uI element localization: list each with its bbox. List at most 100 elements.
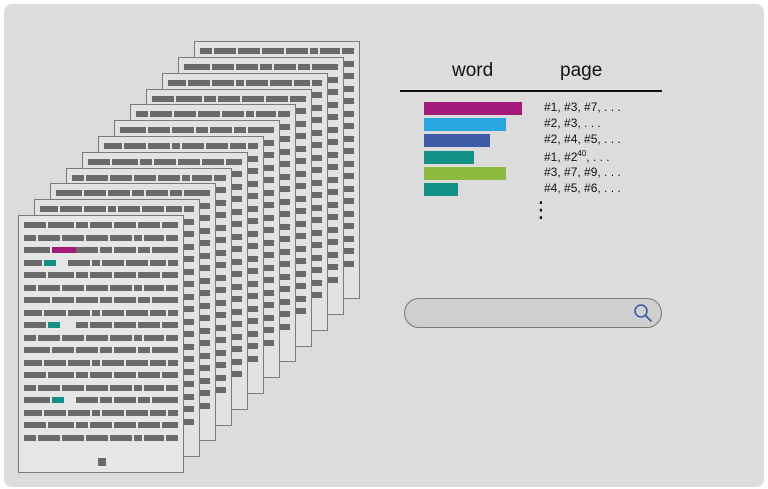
word-bar xyxy=(424,102,522,115)
word-bar xyxy=(424,183,459,196)
text-line-bar xyxy=(296,233,306,240)
text-line-bar xyxy=(150,309,166,316)
text-line-bar xyxy=(146,190,168,197)
text-line-bar xyxy=(232,246,242,253)
text-line-bar xyxy=(310,104,322,111)
text-line-bar xyxy=(112,158,138,165)
text-line-bar xyxy=(294,308,306,315)
text-line-bar xyxy=(226,158,242,165)
text-line-bar xyxy=(24,384,36,391)
text-line-bar xyxy=(138,247,150,253)
text-line-bar xyxy=(326,251,338,258)
text-line-bar xyxy=(278,111,290,118)
word-bar xyxy=(424,166,507,180)
text-line-bar xyxy=(158,174,180,181)
text-line-bar xyxy=(162,222,178,228)
text-line-bar xyxy=(258,252,274,259)
text-line-bar xyxy=(310,204,322,211)
text-line-bar xyxy=(166,284,178,291)
text-line-bar xyxy=(114,397,136,403)
text-line-bar xyxy=(162,272,178,278)
text-line-bar xyxy=(226,208,242,215)
text-line-bar xyxy=(214,374,226,381)
text-line-bar xyxy=(68,309,90,316)
text-line-bar xyxy=(328,226,338,233)
text-line-bar xyxy=(232,196,242,203)
text-line-bar xyxy=(310,154,322,161)
text-line-bar xyxy=(328,76,338,83)
search-input[interactable] xyxy=(404,298,662,328)
text-line-bar xyxy=(242,205,258,212)
text-line-bar xyxy=(264,139,274,146)
text-line-bar xyxy=(230,271,242,278)
text-line-bar xyxy=(102,309,124,316)
text-line-bar xyxy=(198,377,210,384)
text-line-bar xyxy=(342,198,354,205)
text-line-bar xyxy=(86,284,108,291)
text-line-bar xyxy=(306,242,322,249)
text-line-bar xyxy=(150,409,166,416)
text-line-bar xyxy=(198,327,210,334)
text-line-bar xyxy=(76,322,88,328)
text-line-bar xyxy=(210,127,232,134)
text-line-bar xyxy=(294,108,306,115)
text-line-bar xyxy=(38,284,60,291)
text-line-bar xyxy=(290,245,306,252)
highlighted-word xyxy=(52,247,82,253)
text-line-bar xyxy=(274,298,290,305)
text-line-bar xyxy=(312,79,322,86)
text-line-bar xyxy=(280,236,290,243)
text-line-bar xyxy=(114,297,136,303)
text-line-bar xyxy=(210,362,226,369)
text-line-bar xyxy=(178,318,194,325)
text-line-bar xyxy=(114,222,136,228)
text-line-bar xyxy=(100,247,112,253)
search-icon[interactable] xyxy=(633,303,653,323)
text-line-bar xyxy=(24,297,50,303)
text-line-bar xyxy=(242,305,258,312)
text-line-bar xyxy=(262,214,274,221)
text-line-bar xyxy=(48,422,74,428)
text-line-bar xyxy=(174,111,196,118)
text-line-bar xyxy=(278,161,290,168)
text-line-bar xyxy=(258,302,274,309)
text-line-bar xyxy=(328,176,338,183)
text-line-bar xyxy=(62,334,84,341)
text-line-bar xyxy=(24,372,46,378)
text-line-bar xyxy=(100,397,112,403)
text-line-bar xyxy=(270,79,292,86)
text-line-bar xyxy=(68,409,90,416)
text-line-bar xyxy=(38,434,60,441)
text-line-bar xyxy=(76,422,88,428)
text-line-bar xyxy=(152,247,178,253)
text-line-bar xyxy=(52,347,74,353)
text-line-bar xyxy=(108,206,116,213)
text-line-bar xyxy=(178,218,194,225)
text-line-bar xyxy=(202,158,224,165)
text-line-bar xyxy=(144,334,164,341)
text-line-bar xyxy=(222,111,244,118)
text-line-bar xyxy=(184,206,194,213)
text-line-bar xyxy=(194,365,210,372)
text-line-bar xyxy=(152,297,178,303)
text-line-bar xyxy=(166,334,178,341)
text-line-bar xyxy=(168,409,178,416)
text-line-bar xyxy=(62,284,84,291)
text-line-bar xyxy=(320,48,340,55)
text-line-bar xyxy=(342,148,354,155)
text-line-bar xyxy=(280,136,290,143)
text-line-bar xyxy=(212,64,234,70)
highlighted-word xyxy=(52,397,64,403)
text-line-bar xyxy=(138,272,160,278)
word-bar xyxy=(424,150,474,164)
text-line-bar xyxy=(102,359,124,366)
text-line-bar xyxy=(344,223,354,230)
text-line-bar xyxy=(278,211,290,218)
text-line-bar xyxy=(86,384,108,391)
text-line-bar xyxy=(236,64,258,70)
text-line-bar xyxy=(294,79,310,86)
text-line-bar xyxy=(200,352,210,359)
text-line-bar xyxy=(328,276,338,283)
text-line-bar xyxy=(88,158,110,165)
text-line-bar xyxy=(138,422,160,428)
